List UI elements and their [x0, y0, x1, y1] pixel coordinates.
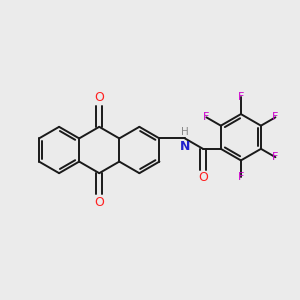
Text: F: F: [203, 112, 210, 122]
Text: O: O: [94, 196, 104, 208]
Text: F: F: [272, 112, 279, 122]
Text: O: O: [94, 92, 104, 104]
Text: N: N: [180, 140, 190, 153]
Text: F: F: [238, 172, 244, 182]
Text: O: O: [198, 171, 208, 184]
Text: F: F: [238, 92, 244, 102]
Text: F: F: [272, 152, 279, 162]
Text: H: H: [181, 128, 189, 137]
